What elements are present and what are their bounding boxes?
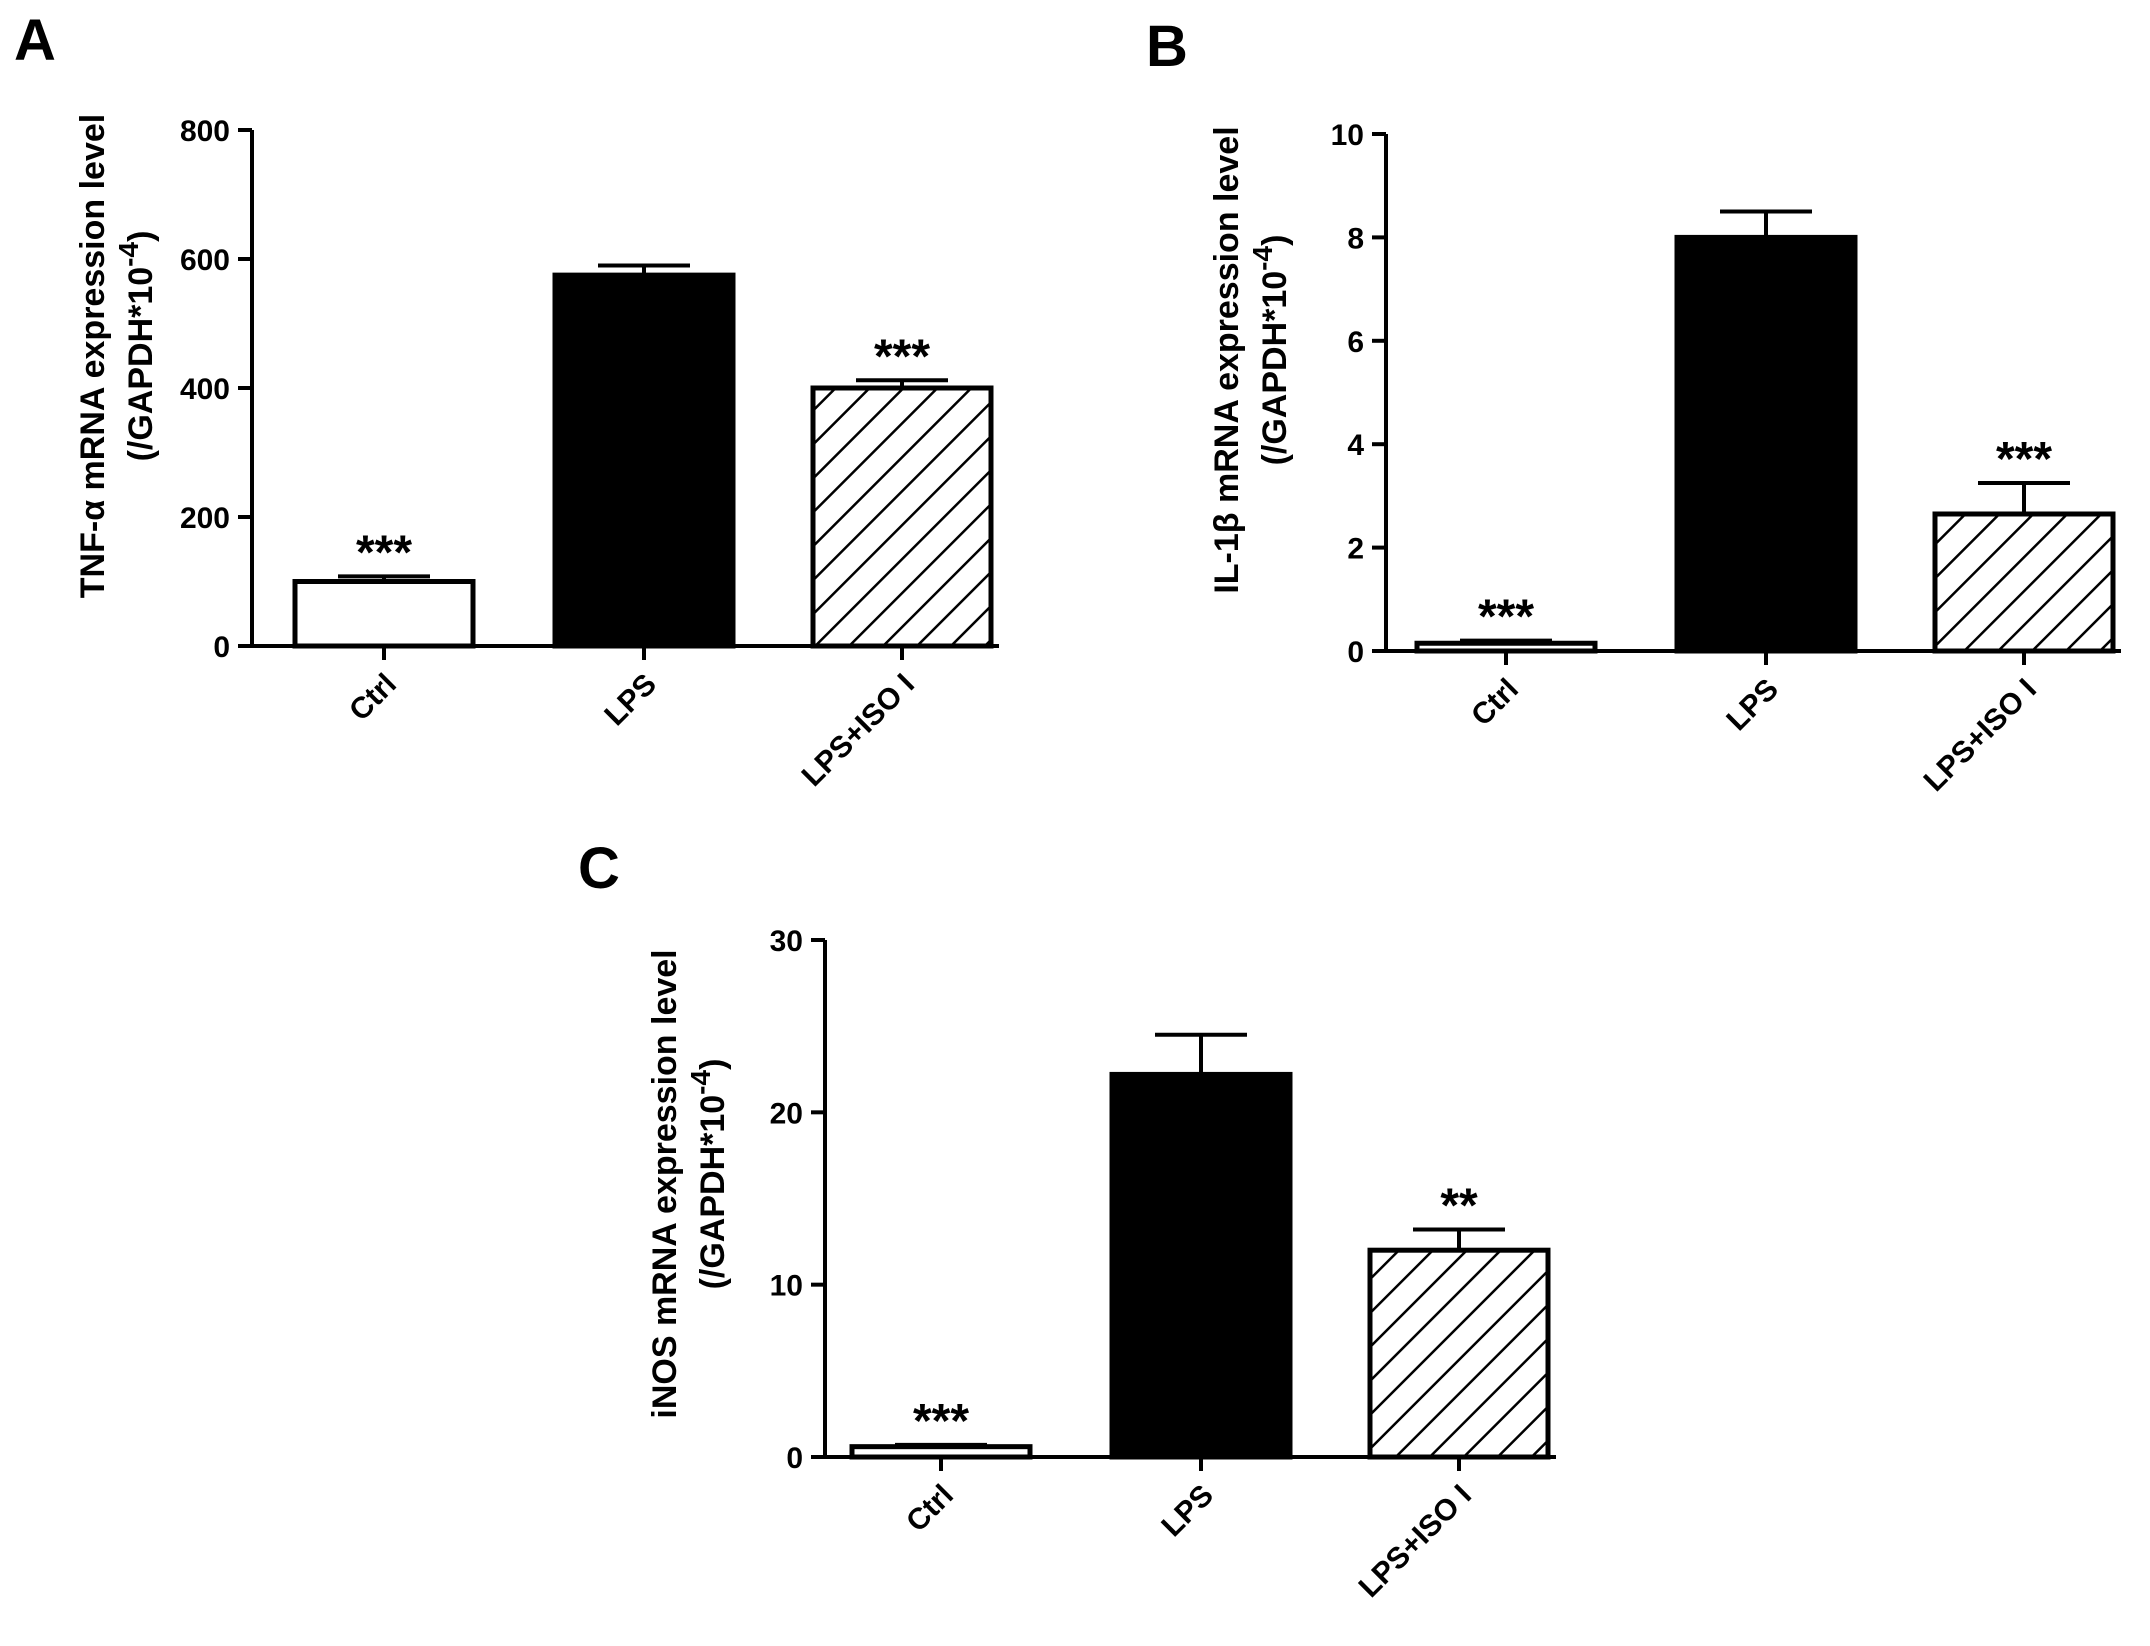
- panel-c-bar-lps: [1109, 1071, 1293, 1460]
- panel-c-category-label: LPS+ISO I: [1353, 1479, 1478, 1604]
- panel-c-category-label: Ctrl: [900, 1479, 960, 1539]
- panel-a: A TNF-α mRNA expression level (/GAPDH*10…: [14, 8, 999, 793]
- panel-c-significance-marker: ***: [913, 1395, 969, 1448]
- panel-letter-a: A: [14, 8, 56, 73]
- panel-b-y-title-line2: (/GAPDH*10-4): [1247, 235, 1294, 466]
- panel-c-y-title-line1: iNOS mRNA expression level: [646, 949, 684, 1418]
- panel-c-y-title-exponent: -4: [685, 1069, 716, 1094]
- panel-a-significance-marker: ***: [356, 526, 412, 579]
- panel-a-y-title-line2: (/GAPDH*10-4): [113, 231, 160, 462]
- panel-c-plot: 0 10 20 30 Ctrl *** LPS LPS+ISO I **: [770, 925, 1556, 1604]
- panel-b-bar-ctrl: [1414, 640, 1598, 654]
- panel-c-y-tick-label: 0: [786, 1442, 803, 1475]
- panel-b-y-tick-label: 4: [1347, 429, 1364, 462]
- panel-a-y-title-line1: TNF-α mRNA expression level: [74, 114, 112, 598]
- panel-b-category-label: Ctrl: [1465, 673, 1525, 733]
- panel-a-bar-ctrl: [292, 579, 476, 649]
- panel-b-plot: 0 2 4 6 8 10 Ctrl *** LPS LPS+ISO I ***: [1331, 119, 2121, 798]
- panel-b-y-tick-label: 2: [1347, 533, 1364, 566]
- panel-a-category-label: Ctrl: [343, 668, 403, 728]
- panel-a-y-tick-label: 200: [180, 502, 230, 535]
- panel-b-category-label: LPS: [1720, 673, 1785, 738]
- panel-a-bar-lps-iso-i: [810, 385, 994, 649]
- panel-b-significance-marker: ***: [1996, 433, 2052, 486]
- panel-a-significance-marker: ***: [874, 330, 930, 383]
- panel-a-plot: 0 200 400 600 800 Ctrl *** LPS LPS+ISO I ***: [180, 115, 999, 793]
- panel-c-y-tick-label: 20: [770, 1097, 803, 1130]
- panel-a-y-title-exponent: -4: [113, 241, 144, 266]
- panel-a-y-tick-label: 400: [180, 373, 230, 406]
- panel-c-y-tick-label: 10: [770, 1270, 803, 1303]
- panel-a-y-tick-label: 800: [180, 115, 230, 148]
- panel-c-y-tick-label: 30: [770, 925, 803, 958]
- panel-a-bar-lps: [552, 272, 736, 649]
- panel-c-category-label: LPS: [1155, 1479, 1220, 1544]
- panel-b-y-tick-label: 0: [1347, 636, 1364, 669]
- panel-b-significance-marker: ***: [1478, 591, 1534, 644]
- panel-a-category-label: LPS: [598, 668, 663, 733]
- panel-b-y-title-line1: IL-1β mRNA expression level: [1208, 126, 1246, 593]
- panel-c-bar-ctrl: [849, 1444, 1033, 1460]
- panel-a-category-label: LPS+ISO I: [796, 668, 921, 793]
- panel-b-y-title-exponent: -4: [1247, 245, 1278, 270]
- panel-b-y-tick-label: 10: [1331, 119, 1364, 152]
- panel-a-y-tick-label: 0: [213, 631, 230, 664]
- panel-b-y-tick-label: 8: [1347, 222, 1364, 255]
- panel-c-y-title-line2: (/GAPDH*10-4): [685, 1059, 732, 1290]
- panel-a-y-tick-label: 600: [180, 244, 230, 277]
- panel-b-category-label: LPS+ISO I: [1918, 673, 2043, 798]
- panel-b-y-tick-label: 6: [1347, 326, 1364, 359]
- panel-c-bar-lps-iso-i: [1367, 1247, 1551, 1460]
- panel-c-significance-marker: **: [1440, 1180, 1478, 1233]
- panel-letter-b: B: [1146, 14, 1188, 79]
- panel-b-bar-lps: [1674, 234, 1858, 654]
- panel-b: B IL-1β mRNA expression level (/GAPDH*10…: [1146, 14, 2121, 798]
- panel-c: C iNOS mRNA expression level (/GAPDH*10-…: [578, 836, 1556, 1604]
- panel-letter-c: C: [578, 836, 620, 901]
- panel-b-bar-lps-iso-i: [1932, 511, 2116, 654]
